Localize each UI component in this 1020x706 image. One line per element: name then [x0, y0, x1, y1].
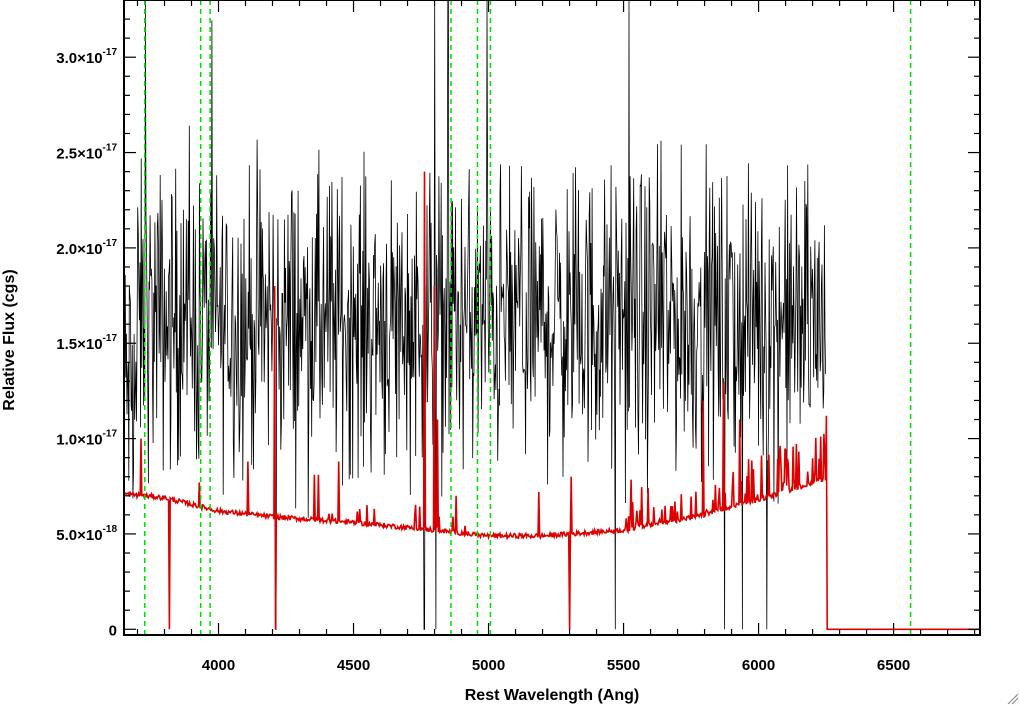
x-axis-title: Rest Wavelength (Ang) [465, 687, 640, 704]
resize-grip-icon[interactable] [1007, 693, 1019, 705]
plot-area [124, 0, 980, 635]
y-tick-mantissa: 2.0×10 [56, 241, 102, 258]
observed-spectrum-line [124, 0, 826, 630]
y-tick-label: 5.0×10-18 [56, 524, 117, 544]
y-tick-exponent: -17 [103, 47, 118, 58]
y-tick-exponent: -18 [103, 524, 118, 535]
axis-ticks [124, 0, 980, 635]
x-tick-label: 5500 [607, 657, 640, 674]
y-tick-label: 1.5×10-17 [56, 333, 117, 353]
error-spectrum-line [124, 171, 980, 631]
y-tick-label: 1.0×10-17 [56, 429, 117, 449]
y-tick-exponent: -17 [103, 429, 118, 440]
plot-frame [123, 0, 981, 636]
y-tick-mantissa: 2.5×10 [56, 146, 102, 163]
y-axis-title: Relative Flux (cgs) [1, 269, 18, 410]
y-tick-mantissa: 0 [109, 622, 117, 639]
x-tick-label: 4000 [202, 657, 235, 674]
x-tick-label: 4500 [337, 657, 370, 674]
y-tick-label: 0 [109, 622, 117, 639]
y-tick-mantissa: 1.0×10 [56, 432, 102, 449]
y-tick-exponent: -17 [103, 333, 118, 344]
y-tick-mantissa: 5.0×10 [56, 527, 102, 544]
x-tick-label: 6000 [742, 657, 775, 674]
y-tick-label: 2.0×10-17 [56, 238, 117, 258]
y-tick-mantissa: 1.5×10 [56, 336, 102, 353]
y-tick-label: 3.0×10-17 [56, 47, 117, 67]
axis-tick-labels: 4000 4500 5000 5500 6000 6500 0 5.0×10-18 1.0×10… [56, 47, 910, 674]
y-tick-label: 2.5×10-17 [56, 143, 117, 163]
y-tick-exponent: -17 [103, 143, 118, 154]
y-tick-mantissa: 3.0×10 [56, 50, 102, 67]
clipped-group [124, 0, 980, 635]
x-tick-label: 6500 [877, 657, 910, 674]
y-tick-exponent: -17 [103, 238, 118, 249]
x-tick-label: 5000 [472, 657, 505, 674]
